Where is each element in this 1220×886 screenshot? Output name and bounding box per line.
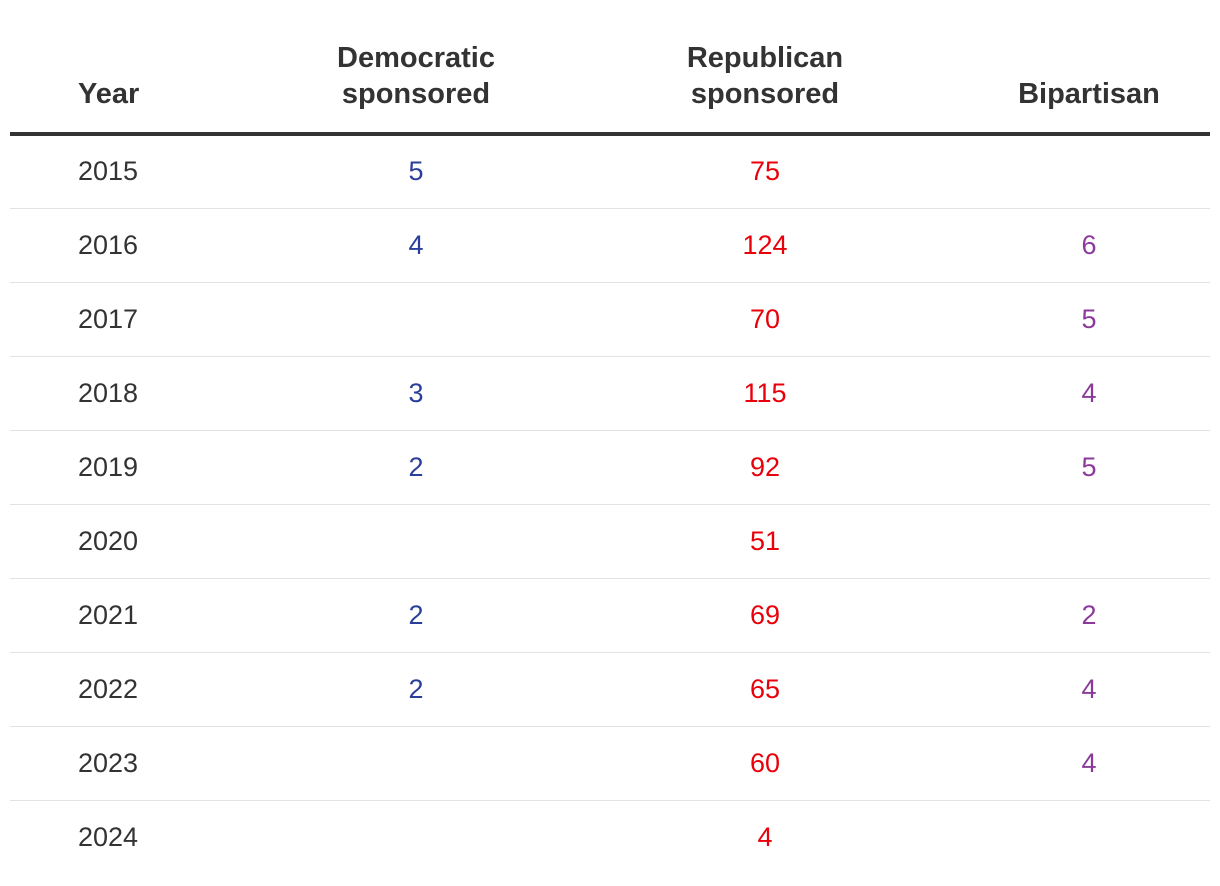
table-cell-year: 2021 — [10, 578, 210, 653]
table-cell-rep: 115 — [622, 356, 908, 431]
table-cell-rep: 51 — [622, 504, 908, 579]
table-cell-year: 2015 — [10, 134, 210, 209]
table-cell-bip — [908, 504, 1210, 579]
table-row: 2023 60 4 — [10, 726, 1210, 801]
table-cell-dem — [210, 282, 622, 357]
table-cell-dem — [210, 800, 622, 874]
table-cell-dem: 3 — [210, 356, 622, 431]
table-row: 2019 2 92 5 — [10, 430, 1210, 505]
table-row: 2017 70 5 — [10, 282, 1210, 357]
column-header-bipartisan: Bipartisan — [908, 0, 1210, 136]
table-cell-rep: 75 — [622, 134, 908, 209]
table-cell-year: 2020 — [10, 504, 210, 579]
column-header-year: Year — [10, 0, 210, 136]
table-cell-rep: 92 — [622, 430, 908, 505]
table-cell-year: 2023 — [10, 726, 210, 801]
table-cell-year: 2018 — [10, 356, 210, 431]
table-cell-year: 2022 — [10, 652, 210, 727]
bills-by-party-table: Year Democratic sponsored Republican spo… — [10, 0, 1210, 874]
table-cell-bip: 4 — [908, 356, 1210, 431]
table-cell-dem — [210, 726, 622, 801]
column-header-republican: Republican sponsored — [622, 0, 908, 136]
table-cell-bip: 4 — [908, 726, 1210, 801]
table-cell-bip: 2 — [908, 578, 1210, 653]
table-cell-year: 2019 — [10, 430, 210, 505]
table-row: 2020 51 — [10, 504, 1210, 579]
table-row: 2021 2 69 2 — [10, 578, 1210, 653]
table-cell-rep: 69 — [622, 578, 908, 653]
table-cell-dem: 5 — [210, 134, 622, 209]
table-cell-bip: 5 — [908, 282, 1210, 357]
table-cell-dem: 2 — [210, 652, 622, 727]
table-cell-year: 2017 — [10, 282, 210, 357]
header-row: Year Democratic sponsored Republican spo… — [10, 0, 1210, 136]
table-cell-dem: 2 — [210, 430, 622, 505]
table-row: 2024 4 — [10, 800, 1210, 874]
data-table-container: Year Democratic sponsored Republican spo… — [10, 0, 1210, 874]
table-row: 2015 5 75 — [10, 134, 1210, 209]
table-header: Year Democratic sponsored Republican spo… — [10, 0, 1210, 136]
header-label-line: Republican — [686, 42, 844, 74]
table-cell-dem: 2 — [210, 578, 622, 653]
table-cell-bip: 6 — [908, 208, 1210, 283]
header-label-line: Year — [78, 78, 140, 110]
table-cell-bip: 5 — [908, 430, 1210, 505]
table-cell-rep: 65 — [622, 652, 908, 727]
header-label-line: sponsored — [341, 78, 491, 110]
table-cell-year: 2016 — [10, 208, 210, 283]
table-cell-year: 2024 — [78, 821, 139, 852]
table-cell-rep: 70 — [622, 282, 908, 357]
table-cell-dem — [210, 504, 622, 579]
table-cell-rep: 60 — [622, 726, 908, 801]
header-label-line: sponsored — [690, 78, 840, 110]
header-label-line: Democratic — [337, 42, 495, 74]
table-cell-rep: 4 — [757, 821, 773, 852]
table-cell-rep: 124 — [622, 208, 908, 283]
table-row: 2022 2 65 4 — [10, 652, 1210, 727]
table-body: 2015 5 75 2016 4 124 6 2017 70 5 2018 3 115 4 2019 2 92 5… — [10, 134, 1210, 874]
table-cell-bip — [908, 800, 1210, 874]
table-row: 2018 3 115 4 — [10, 356, 1210, 431]
column-header-democratic: Democratic sponsored — [210, 0, 622, 136]
table-cell-dem: 4 — [210, 208, 622, 283]
table-cell-bip: 4 — [908, 652, 1210, 727]
table-cell-bip — [908, 134, 1210, 209]
header-label-line: Bipartisan — [1018, 78, 1160, 110]
table-row: 2016 4 124 6 — [10, 208, 1210, 283]
